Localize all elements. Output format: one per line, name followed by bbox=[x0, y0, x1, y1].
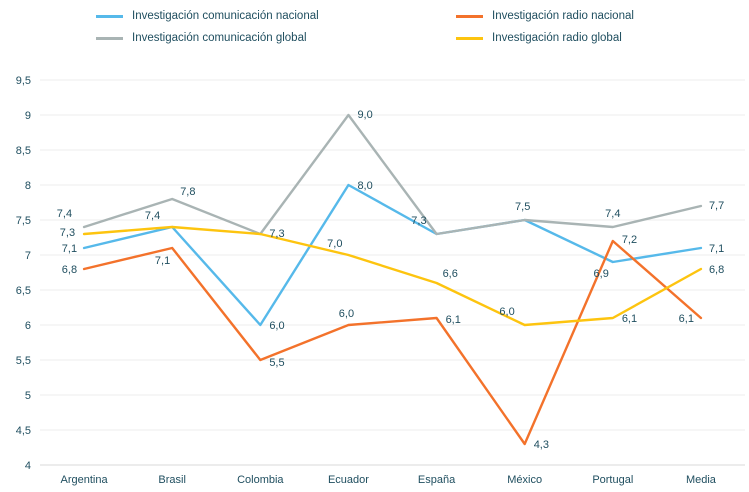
data-label: 6,0 bbox=[269, 320, 284, 332]
legend-swatch bbox=[96, 36, 123, 40]
legend-item-1[interactable]: Investigación radio nacional bbox=[456, 10, 634, 22]
x-category-label: México bbox=[507, 474, 542, 486]
data-label: 5,5 bbox=[269, 357, 284, 369]
data-label: 7,8 bbox=[180, 186, 195, 198]
x-category-label: Argentina bbox=[61, 474, 109, 486]
data-label: 7,1 bbox=[155, 255, 170, 267]
data-label: 6,8 bbox=[62, 264, 77, 276]
data-label: 7,4 bbox=[145, 210, 160, 222]
x-category-label: España bbox=[418, 474, 456, 486]
series-line-2[interactable] bbox=[82, 113, 703, 236]
data-label: 6,1 bbox=[446, 314, 461, 326]
legend-swatch bbox=[456, 36, 483, 40]
data-label: 7,5 bbox=[515, 201, 530, 213]
legend-label: Investigación radio nacional bbox=[492, 10, 634, 22]
data-label: 7,7 bbox=[709, 200, 724, 212]
data-label: 8,0 bbox=[357, 180, 372, 192]
data-label: 6,0 bbox=[339, 308, 354, 320]
x-category-label: Brasil bbox=[158, 474, 186, 486]
legend-label: Investigación comunicación nacional bbox=[132, 10, 319, 22]
data-label: 7,1 bbox=[709, 243, 724, 255]
data-label: 7,0 bbox=[327, 238, 342, 250]
x-category-label: Portugal bbox=[592, 474, 633, 486]
y-tick-label: 7 bbox=[25, 250, 31, 262]
data-label: 6,1 bbox=[622, 313, 637, 325]
data-label: 7,3 bbox=[269, 228, 284, 240]
y-tick-label: 6 bbox=[25, 320, 31, 332]
data-label: 4,3 bbox=[534, 439, 549, 451]
chart-legend: Investigación comunicación nacional Inves… bbox=[96, 10, 634, 44]
y-tick-label: 5,5 bbox=[16, 355, 31, 367]
data-label: 7,3 bbox=[60, 227, 75, 239]
data-label: 7,4 bbox=[57, 208, 72, 220]
legend-label: Investigación comunicación global bbox=[132, 32, 307, 44]
legend-swatch bbox=[96, 14, 123, 18]
y-tick-label: 4 bbox=[25, 460, 31, 472]
y-tick-label: 8,5 bbox=[16, 145, 31, 157]
legend-item-2[interactable]: Investigación comunicación global bbox=[96, 32, 456, 44]
series-line-0[interactable] bbox=[82, 183, 703, 327]
legend-label: Investigación radio global bbox=[492, 32, 622, 44]
data-label: 6,0 bbox=[499, 306, 514, 318]
y-tick-label: 9 bbox=[25, 110, 31, 122]
data-label: 6,8 bbox=[709, 264, 724, 276]
y-tick-label: 9,5 bbox=[16, 75, 31, 87]
x-category-label: Media bbox=[686, 474, 717, 486]
data-label: 6,9 bbox=[594, 268, 609, 280]
x-category-label: Ecuador bbox=[328, 474, 369, 486]
y-tick-label: 7,5 bbox=[16, 215, 31, 227]
y-tick-label: 4,5 bbox=[16, 425, 31, 437]
x-category-label: Colombia bbox=[237, 474, 284, 486]
y-tick-label: 5 bbox=[25, 390, 31, 402]
data-label: 7,1 bbox=[62, 243, 77, 255]
data-label: 6,1 bbox=[679, 313, 694, 325]
legend-item-0[interactable]: Investigación comunicación nacional bbox=[96, 10, 456, 22]
data-label: 7,2 bbox=[622, 234, 637, 246]
legend-item-3[interactable]: Investigación radio global bbox=[456, 32, 634, 44]
series-line-1[interactable] bbox=[82, 239, 703, 446]
data-label: 6,6 bbox=[443, 268, 458, 280]
line-chart: 4 4,5 5 5,5 6 6,5 7 7,5 8 8,5 9 9,5 Argentina Brasil C… bbox=[16, 75, 745, 486]
y-tick-label: 6,5 bbox=[16, 285, 31, 297]
data-label: 9,0 bbox=[357, 109, 372, 121]
series-line-3[interactable] bbox=[82, 225, 703, 327]
data-label: 7,4 bbox=[605, 208, 620, 220]
data-label: 7,3 bbox=[411, 215, 426, 227]
y-tick-label: 8 bbox=[25, 180, 31, 192]
legend-swatch bbox=[456, 14, 483, 18]
